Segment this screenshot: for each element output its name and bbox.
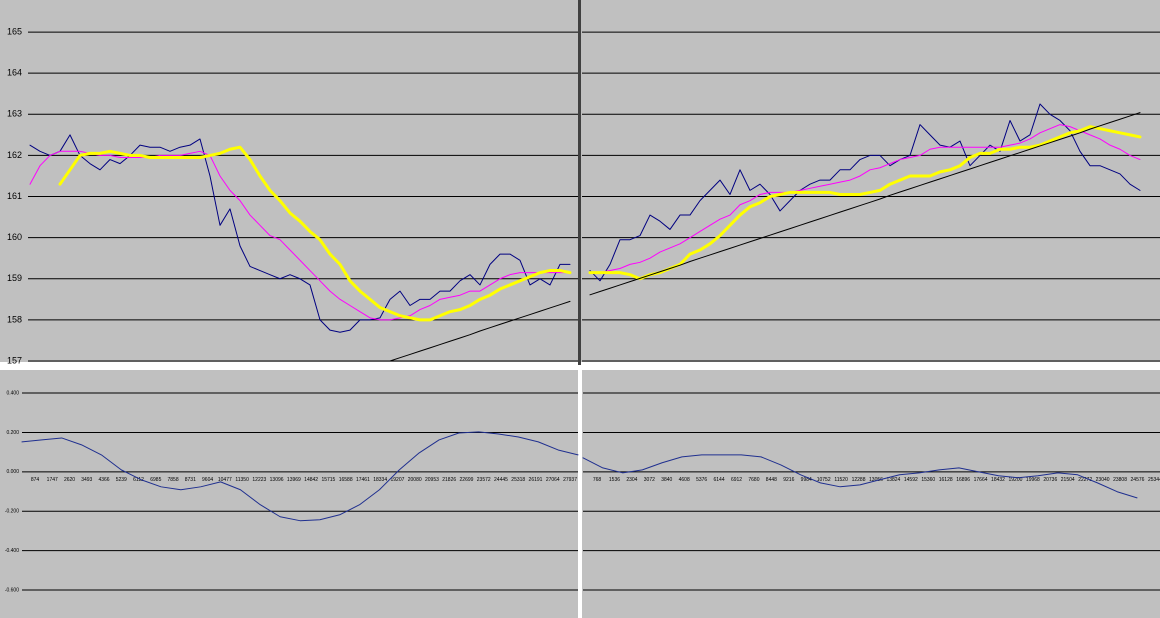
y-tick-label: 157 bbox=[7, 355, 22, 365]
x-tick-label: 26191 bbox=[529, 477, 543, 483]
x-tick-label: 1536 bbox=[609, 477, 620, 483]
x-tick-label: 11520 bbox=[834, 477, 848, 483]
x-tick-label: 20080 bbox=[408, 477, 422, 483]
y-tick-label: 165 bbox=[7, 26, 22, 36]
x-tick-label: 21826 bbox=[442, 477, 456, 483]
series-line bbox=[589, 124, 1141, 274]
y-tick-label: -0.400 bbox=[5, 548, 19, 554]
divider bbox=[578, 0, 581, 365]
x-tick-label: 4608 bbox=[679, 477, 690, 483]
y-tick-label: 160 bbox=[7, 232, 22, 242]
x-tick-label: 6912 bbox=[731, 477, 742, 483]
plot-area bbox=[581, 0, 1160, 362]
x-tick-label: 27064 bbox=[546, 477, 560, 483]
x-tick-label: 12223 bbox=[252, 477, 266, 483]
x-tick-label: 23808 bbox=[1113, 477, 1127, 483]
series-line bbox=[589, 103, 1141, 282]
x-tick-label: 24445 bbox=[494, 477, 508, 483]
x-tick-label: 22699 bbox=[460, 477, 474, 483]
x-tick-label: 7858 bbox=[168, 477, 179, 483]
x-tick-label: 3072 bbox=[644, 477, 655, 483]
x-tick-label: 11350 bbox=[235, 477, 249, 483]
y-tick-label: 0.000 bbox=[6, 469, 19, 475]
x-tick-label: 16128 bbox=[939, 477, 953, 483]
y-tick-label: 0.200 bbox=[6, 430, 19, 436]
plot-area bbox=[0, 0, 578, 362]
x-tick-label: 2620 bbox=[64, 477, 75, 483]
x-tick-label: 27937 bbox=[563, 477, 577, 483]
x-tick-label: 10752 bbox=[817, 477, 831, 483]
y-tick-label: 159 bbox=[7, 273, 22, 283]
y-tick-label: 163 bbox=[7, 109, 22, 119]
x-tick-label: 2304 bbox=[626, 477, 637, 483]
series-line bbox=[588, 125, 1142, 281]
y-tick-label: -0.200 bbox=[5, 509, 19, 515]
x-tick-label: 16896 bbox=[956, 477, 970, 483]
x-tick-label: 9216 bbox=[783, 477, 794, 483]
x-tick-label: 24576 bbox=[1131, 477, 1145, 483]
x-tick-label: 17461 bbox=[356, 477, 370, 483]
x-tick-label: 6144 bbox=[714, 477, 725, 483]
series-line bbox=[582, 454, 1138, 499]
x-tick-label: 13824 bbox=[886, 477, 900, 483]
x-tick-label: 874 bbox=[31, 477, 40, 483]
x-tick-label: 18334 bbox=[373, 477, 387, 483]
x-tick-label: 15360 bbox=[921, 477, 935, 483]
x-tick-label: 22272 bbox=[1078, 477, 1092, 483]
x-tick-label: 4366 bbox=[98, 477, 109, 483]
x-tick-label: 19968 bbox=[1026, 477, 1040, 483]
x-tick-label: 12288 bbox=[852, 477, 866, 483]
x-tick-label: 7680 bbox=[748, 477, 759, 483]
x-tick-label: 19207 bbox=[390, 477, 404, 483]
x-tick-label: 17664 bbox=[974, 477, 988, 483]
x-tick-label: 3493 bbox=[81, 477, 92, 483]
x-tick-label: 23040 bbox=[1096, 477, 1110, 483]
y-tick-label: 161 bbox=[7, 191, 22, 201]
x-tick-label: 13969 bbox=[287, 477, 301, 483]
x-tick-label: 8448 bbox=[766, 477, 777, 483]
x-tick-label: 14592 bbox=[904, 477, 918, 483]
x-tick-label: 9984 bbox=[801, 477, 812, 483]
series-line bbox=[29, 150, 571, 321]
x-tick-label: 20736 bbox=[1043, 477, 1057, 483]
x-tick-label: 5239 bbox=[116, 477, 127, 483]
x-tick-label: 9604 bbox=[202, 477, 213, 483]
x-tick-label: 23572 bbox=[477, 477, 491, 483]
x-tick-label: 768 bbox=[593, 477, 602, 483]
y-tick-label: -0.600 bbox=[5, 587, 19, 593]
x-tick-label: 8731 bbox=[185, 477, 196, 483]
x-tick-label: 6112 bbox=[133, 477, 144, 483]
x-tick-label: 10477 bbox=[218, 477, 232, 483]
x-tick-label: 3840 bbox=[661, 477, 672, 483]
x-tick-label: 21504 bbox=[1061, 477, 1075, 483]
x-tick-label: 16588 bbox=[339, 477, 353, 483]
y-tick-label: 158 bbox=[7, 314, 22, 324]
x-tick-label: 13096 bbox=[270, 477, 284, 483]
x-tick-label: 19200 bbox=[1008, 477, 1022, 483]
x-tick-label: 20953 bbox=[425, 477, 439, 483]
plot-area bbox=[0, 370, 578, 618]
x-tick-label: 25344 bbox=[1148, 477, 1160, 483]
x-tick-label: 18432 bbox=[991, 477, 1005, 483]
x-tick-label: 15715 bbox=[321, 477, 335, 483]
x-tick-label: 1747 bbox=[47, 477, 58, 483]
x-tick-label: 14842 bbox=[304, 477, 318, 483]
series-line bbox=[58, 145, 572, 322]
x-tick-label: 5376 bbox=[696, 477, 707, 483]
series-line bbox=[29, 134, 571, 333]
series-line bbox=[389, 300, 571, 362]
x-tick-label: 6985 bbox=[150, 477, 161, 483]
y-tick-label: 0.400 bbox=[6, 390, 19, 396]
plot-area bbox=[582, 370, 1160, 618]
y-tick-label: 164 bbox=[7, 68, 22, 78]
x-tick-label: 25318 bbox=[511, 477, 525, 483]
y-tick-label: 162 bbox=[7, 150, 22, 160]
series-line bbox=[589, 112, 1141, 296]
series-line bbox=[21, 431, 579, 522]
